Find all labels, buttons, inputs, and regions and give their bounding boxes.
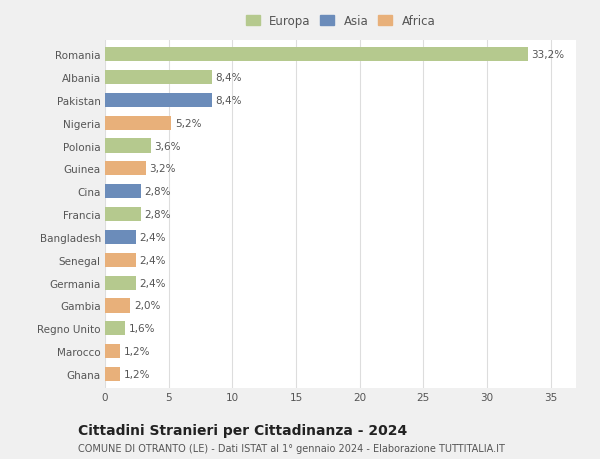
Text: 2,8%: 2,8% xyxy=(145,187,171,197)
Text: 3,2%: 3,2% xyxy=(149,164,176,174)
Bar xyxy=(105,299,130,313)
Legend: Europa, Asia, Africa: Europa, Asia, Africa xyxy=(243,12,438,30)
Text: 8,4%: 8,4% xyxy=(216,95,242,106)
Text: 1,2%: 1,2% xyxy=(124,369,151,379)
Bar xyxy=(105,162,146,176)
Text: 1,2%: 1,2% xyxy=(124,347,151,356)
Bar xyxy=(105,139,151,153)
Bar xyxy=(105,276,136,290)
Bar xyxy=(105,48,527,62)
Bar xyxy=(105,230,136,245)
Text: 2,0%: 2,0% xyxy=(134,301,161,311)
Text: 8,4%: 8,4% xyxy=(216,73,242,83)
Text: 2,4%: 2,4% xyxy=(139,278,166,288)
Text: 33,2%: 33,2% xyxy=(532,50,565,60)
Text: 5,2%: 5,2% xyxy=(175,118,202,129)
Bar xyxy=(105,321,125,336)
Text: Cittadini Stranieri per Cittadinanza - 2024: Cittadini Stranieri per Cittadinanza - 2… xyxy=(78,423,407,437)
Text: 3,6%: 3,6% xyxy=(155,141,181,151)
Bar xyxy=(105,253,136,267)
Text: 2,8%: 2,8% xyxy=(145,210,171,219)
Bar xyxy=(105,71,212,85)
Bar xyxy=(105,94,212,108)
Text: 2,4%: 2,4% xyxy=(139,255,166,265)
Text: COMUNE DI OTRANTO (LE) - Dati ISTAT al 1° gennaio 2024 - Elaborazione TUTTITALIA: COMUNE DI OTRANTO (LE) - Dati ISTAT al 1… xyxy=(78,443,505,453)
Bar xyxy=(105,344,120,358)
Bar xyxy=(105,207,140,222)
Bar xyxy=(105,116,171,130)
Bar xyxy=(105,367,120,381)
Text: 1,6%: 1,6% xyxy=(129,324,155,334)
Text: 2,4%: 2,4% xyxy=(139,232,166,242)
Bar xyxy=(105,185,140,199)
